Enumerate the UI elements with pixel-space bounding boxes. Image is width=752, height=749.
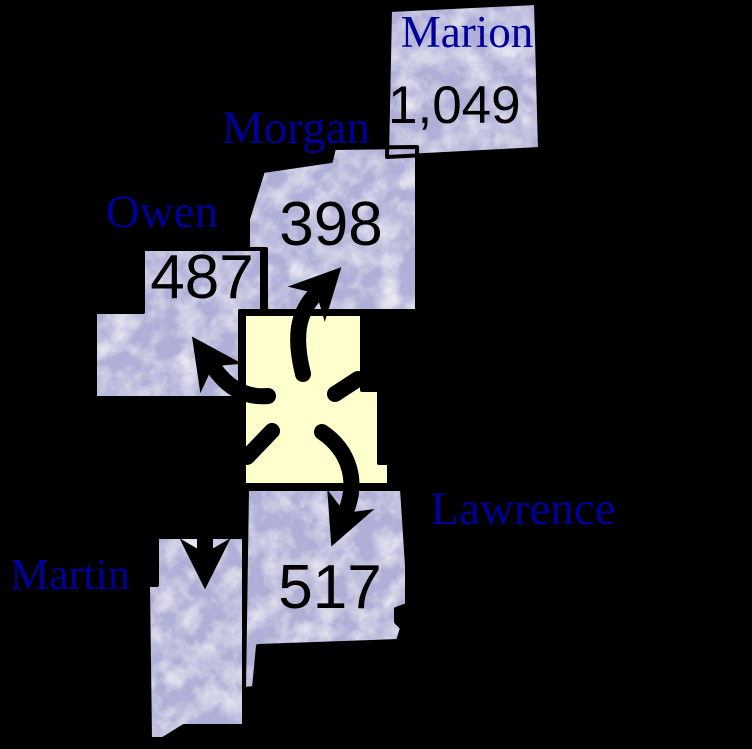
arrow-to-lawrence xyxy=(314,424,375,547)
county-label-marion: Marion xyxy=(400,7,534,57)
county-label-morgan: Morgan xyxy=(222,102,370,154)
county-border-marion xyxy=(385,1,542,159)
county-value-morgan: 398 xyxy=(279,190,383,259)
county-border-lawrence xyxy=(242,487,409,691)
arrow-to-morgan xyxy=(287,267,342,382)
county-label-lawrence: Lawrence xyxy=(430,483,616,535)
county-label-martin: Martin xyxy=(10,550,130,599)
arrow-stub-east xyxy=(327,371,366,402)
arrow-to-owen xyxy=(191,336,276,405)
county-value-marion: 1,049 xyxy=(388,76,521,135)
county-label-owen: Owen xyxy=(105,186,219,238)
county-shape-center xyxy=(242,312,391,487)
county-value-owen: 487 xyxy=(150,243,254,312)
county-shape-marion xyxy=(387,3,540,157)
county-value-lawrence: 517 xyxy=(278,553,382,622)
county-border-morgan xyxy=(246,145,419,313)
county-border-martin xyxy=(146,535,246,741)
county-shape-martin xyxy=(148,537,244,739)
arrow-stub-southwest xyxy=(239,423,280,465)
